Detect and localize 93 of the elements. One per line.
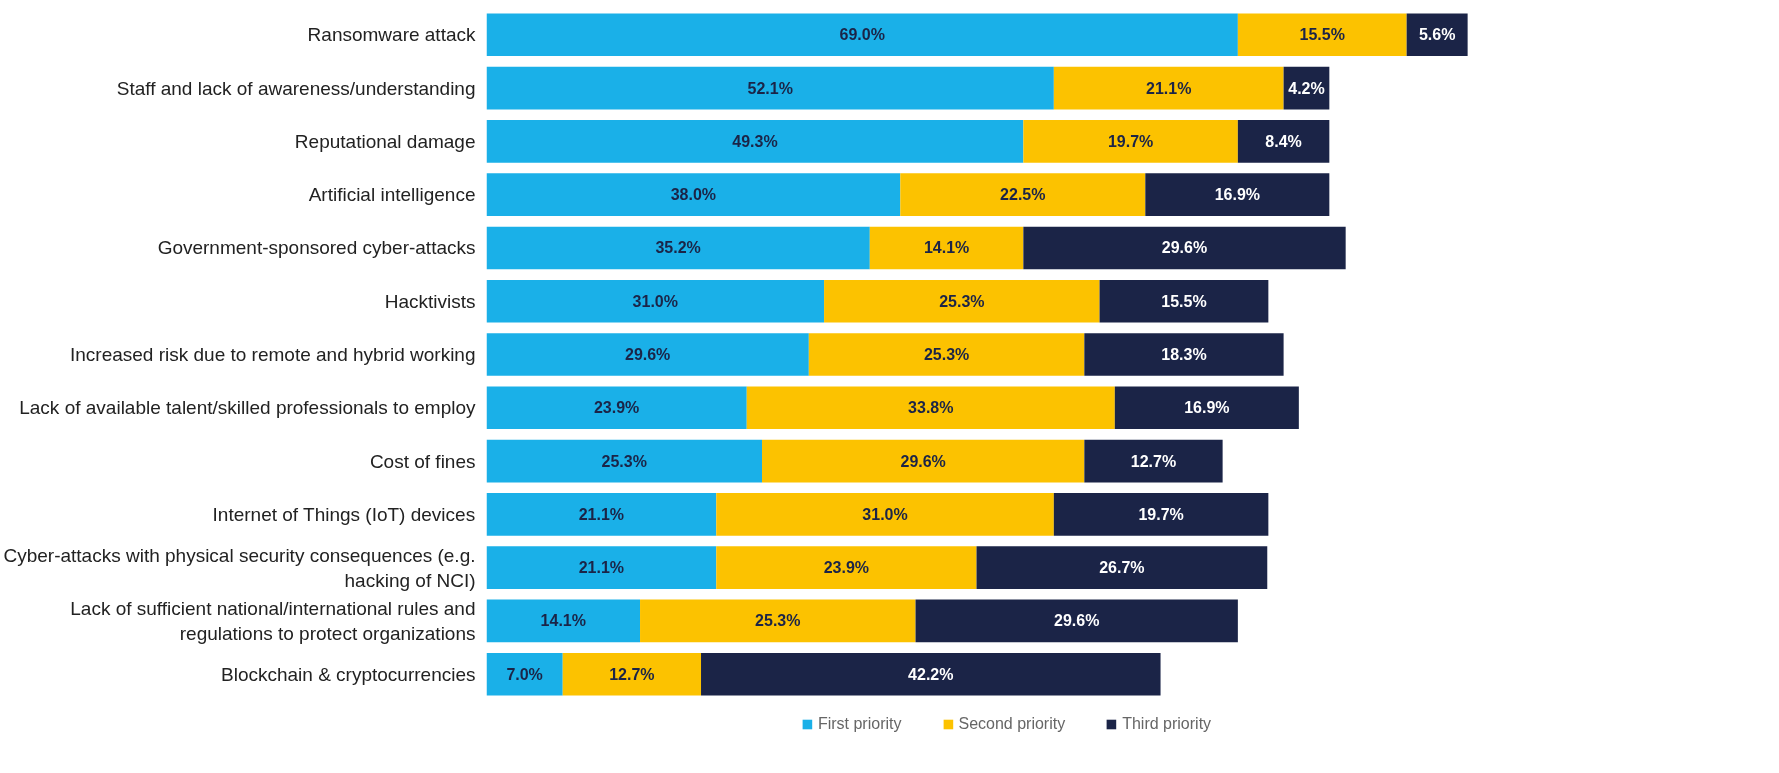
bar xyxy=(716,493,1054,536)
bar xyxy=(1099,279,1269,323)
y-tick-label: Government-sponsored cyber-attacks xyxy=(157,237,476,259)
y-tick-label: Internet of Things (IoT) devices xyxy=(212,503,476,525)
data-label: 14.1% xyxy=(540,612,586,630)
data-label: 12.7% xyxy=(609,665,655,683)
data-label: 29.6% xyxy=(624,346,671,364)
bar xyxy=(486,333,809,376)
data-label: 16.9% xyxy=(1184,399,1230,417)
bar xyxy=(1084,439,1223,483)
data-label: 7.0% xyxy=(506,665,543,683)
bar xyxy=(486,13,1238,57)
bar xyxy=(1406,13,1468,57)
bar xyxy=(486,652,563,696)
bar xyxy=(486,439,762,483)
data-label: 69.0% xyxy=(839,26,885,44)
data-label: 29.6% xyxy=(1161,239,1208,257)
data-label: 38.0% xyxy=(670,186,717,204)
bar xyxy=(716,546,977,589)
y-tick-label: Cyber-attacks with physical security consequences (e.g. hacking of NCI) xyxy=(3,544,476,591)
bar xyxy=(486,279,825,323)
data-label: 25.3% xyxy=(923,346,970,364)
bar xyxy=(976,546,1268,589)
bar xyxy=(486,546,717,589)
data-label: 25.3% xyxy=(939,292,985,310)
bar xyxy=(640,599,916,643)
y-tick-label: Cost of fines xyxy=(369,450,476,472)
data-label: 16.9% xyxy=(1214,186,1261,204)
data-label: 52.1% xyxy=(747,79,793,97)
bar xyxy=(808,333,1085,376)
y-tick-label: Increased risk due to remote and hybrid working xyxy=(69,344,476,366)
y-tick-label: Lack of sufficient national/international rules and regulations to protect organizations xyxy=(70,597,476,645)
data-label: 21.1% xyxy=(1146,79,1192,97)
y-tick-label: Reputational damage xyxy=(294,130,476,152)
bar xyxy=(486,386,747,430)
data-label: 25.3% xyxy=(755,612,801,630)
bar xyxy=(824,279,1100,323)
data-label: 19.7% xyxy=(1138,505,1184,523)
bar xyxy=(1084,333,1284,376)
legend-label: First priority xyxy=(817,715,902,733)
data-label: 21.1% xyxy=(578,505,625,523)
data-label: 33.8% xyxy=(908,399,954,417)
y-tick-label: Lack of available talent/skilled professionals to employ xyxy=(19,397,476,419)
bar xyxy=(1114,386,1299,430)
data-label: 25.3% xyxy=(601,452,647,470)
bar xyxy=(486,120,1024,163)
bar xyxy=(869,226,1024,270)
data-label: 15.5% xyxy=(1299,26,1345,44)
bar xyxy=(1237,13,1407,57)
data-label: 14.1% xyxy=(923,239,970,257)
data-label: 31.0% xyxy=(632,292,678,310)
data-label: 22.5% xyxy=(1000,186,1046,204)
bar xyxy=(486,66,1054,110)
data-label: 35.2% xyxy=(655,239,701,257)
bar xyxy=(762,439,1085,483)
data-label: 29.6% xyxy=(900,452,946,470)
bar xyxy=(1145,173,1330,216)
data-label: 15.5% xyxy=(1161,292,1207,310)
bar xyxy=(486,493,717,536)
data-label: 49.3% xyxy=(732,132,778,150)
bar xyxy=(1053,66,1284,110)
bar xyxy=(486,173,901,216)
data-label: 18.3% xyxy=(1161,346,1207,364)
data-label: 19.7% xyxy=(1107,132,1154,150)
data-label: 23.9% xyxy=(823,559,870,577)
legend-label: Second priority xyxy=(958,715,1066,733)
data-label: 26.7% xyxy=(1099,559,1145,577)
bar xyxy=(486,599,641,643)
data-label: 5.6% xyxy=(1418,26,1456,44)
bar xyxy=(562,652,702,696)
y-tick-label: Artificial intelligence xyxy=(308,184,476,206)
data-label: 29.6% xyxy=(1054,612,1100,630)
data-label: 31.0% xyxy=(862,505,908,523)
y-tick-label: Blockchain & cryptocurrencies xyxy=(221,663,476,685)
legend-label: Third priority xyxy=(1122,715,1212,733)
bar xyxy=(1237,120,1330,163)
y-tick-label: Hacktivists xyxy=(384,290,476,312)
data-label: 21.1% xyxy=(578,559,625,577)
data-label: 42.2% xyxy=(908,665,954,683)
bar xyxy=(1023,120,1238,163)
data-label: 12.7% xyxy=(1130,452,1177,470)
data-label: 23.9% xyxy=(593,399,640,417)
data-label: 8.4% xyxy=(1265,132,1302,150)
bar xyxy=(701,652,1161,696)
data-label: 4.2% xyxy=(1288,79,1325,97)
bar xyxy=(486,226,870,270)
bar xyxy=(915,599,1238,643)
y-tick-label: Staff and lack of awareness/understanding xyxy=(116,77,476,99)
bar xyxy=(900,173,1146,216)
bar xyxy=(746,386,1115,430)
y-tick-label: Ransomware attack xyxy=(307,24,476,46)
bar xyxy=(1023,226,1346,270)
bar xyxy=(1053,493,1269,536)
